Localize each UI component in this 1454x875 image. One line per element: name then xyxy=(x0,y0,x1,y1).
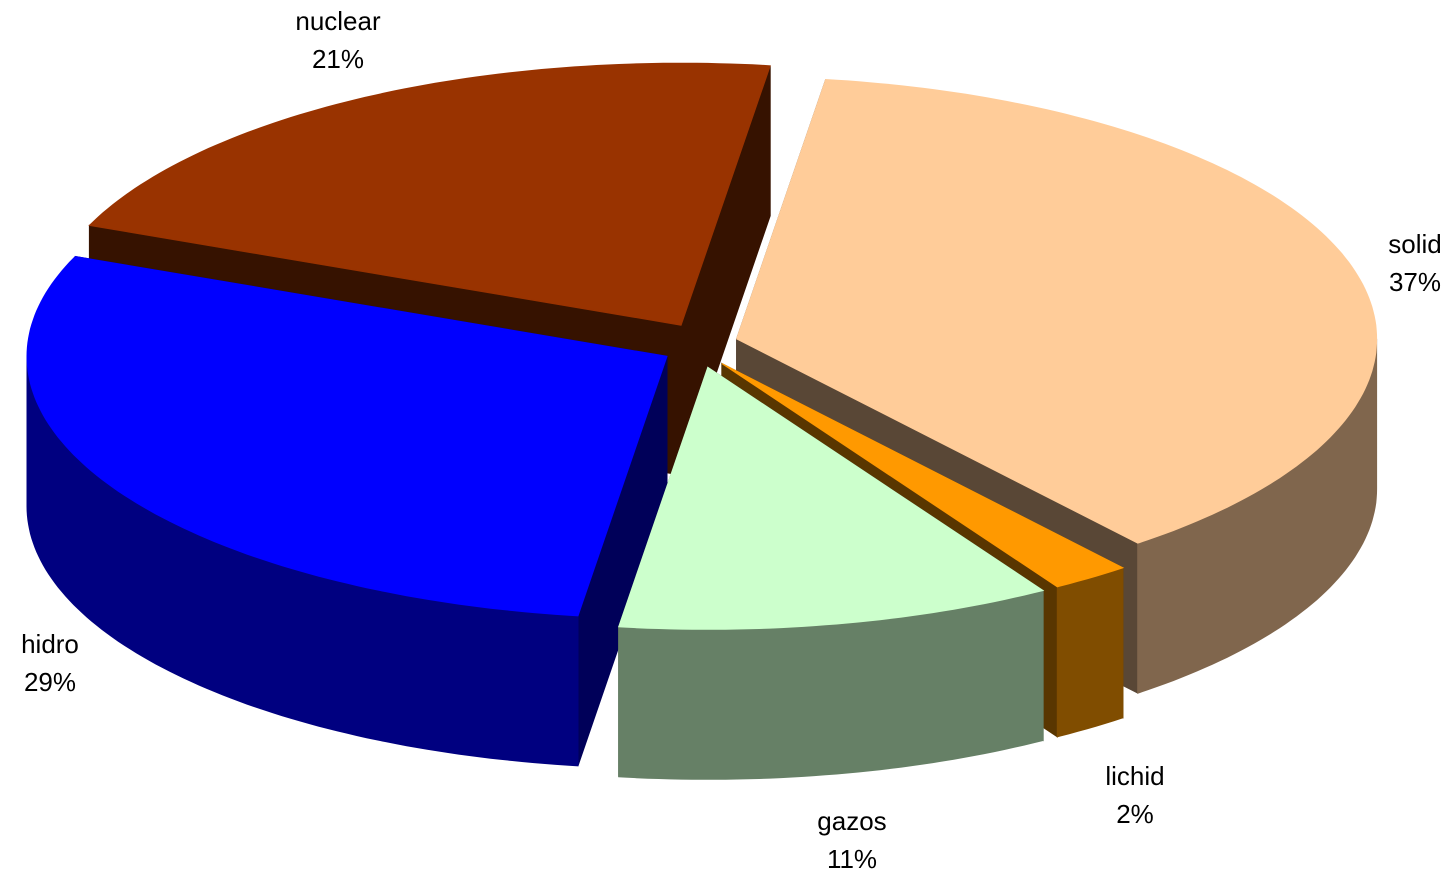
slice-label: hidro xyxy=(21,629,79,659)
slice xyxy=(26,255,668,767)
slice-value-label: 2% xyxy=(1116,799,1154,829)
slice xyxy=(618,366,1045,780)
slice-value-label: 29% xyxy=(24,667,76,697)
slice-top xyxy=(721,363,1125,588)
slice-top xyxy=(26,255,668,617)
slice-label: nuclear xyxy=(295,6,381,36)
slice-label: solid xyxy=(1388,229,1441,259)
slice-label: lichid xyxy=(1105,761,1164,791)
slice-value-label: 37% xyxy=(1389,267,1441,297)
slice-top xyxy=(88,62,771,326)
slice-top xyxy=(735,78,1378,544)
slice-top xyxy=(618,366,1045,630)
slice-label: gazos xyxy=(817,806,886,836)
slice-side xyxy=(1056,567,1124,738)
slice-value-label: 21% xyxy=(312,44,364,74)
slice-value-label: 11% xyxy=(827,844,877,874)
